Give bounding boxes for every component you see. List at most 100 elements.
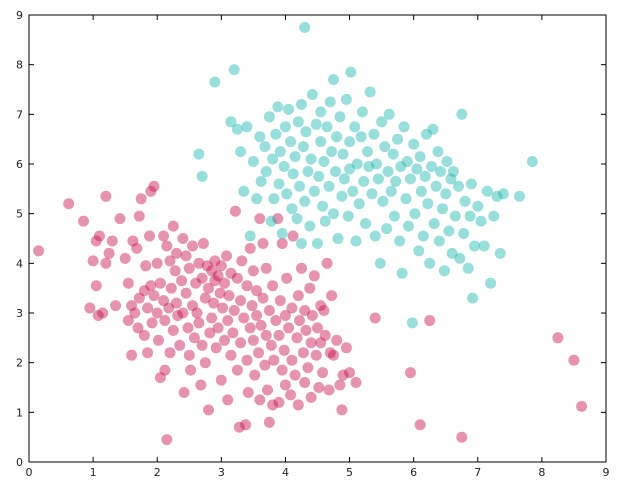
data-point-series-1: [247, 334, 259, 346]
data-point-series-1: [187, 300, 198, 312]
data-point-series-1: [199, 357, 211, 369]
data-point-series-2: [238, 185, 250, 197]
data-point-series-1: [161, 434, 173, 446]
data-point-series-1: [326, 290, 338, 302]
data-point-series-2: [382, 166, 394, 177]
data-point-series-2: [196, 170, 208, 182]
data-point-series-1: [135, 193, 147, 205]
data-point-series-1: [300, 324, 312, 336]
data-point-series-1: [158, 230, 170, 242]
data-point-series-2: [446, 247, 458, 259]
data-point-series-2: [355, 131, 367, 143]
data-point-series-1: [249, 369, 261, 381]
data-point-series-1: [159, 364, 171, 376]
data-point-series-1: [87, 255, 99, 267]
data-point-series-1: [254, 394, 266, 406]
data-point-series-2: [426, 161, 438, 172]
data-point-series-1: [167, 220, 179, 232]
data-point-series-1: [257, 292, 269, 304]
data-point-series-1: [231, 364, 243, 376]
data-point-series-1: [209, 255, 221, 267]
y-tick-label: 9: [16, 9, 23, 22]
data-point-series-1: [165, 282, 177, 294]
data-point-series-1: [169, 265, 181, 277]
data-point-series-1: [369, 312, 381, 324]
data-point-series-1: [286, 354, 298, 366]
data-point-series-1: [133, 210, 145, 222]
data-point-series-1: [257, 238, 269, 249]
data-point-series-2: [366, 188, 378, 200]
data-point-series-2: [304, 220, 316, 232]
data-point-series-2: [247, 156, 259, 167]
data-point-series-1: [196, 272, 208, 284]
data-point-series-1: [94, 230, 105, 242]
data-point-series-2: [362, 146, 373, 158]
data-point-series-2: [225, 116, 237, 128]
data-point-series-1: [287, 230, 299, 242]
data-point-series-2: [273, 178, 285, 190]
data-point-series-1: [263, 416, 275, 428]
data-point-series-1: [340, 342, 352, 354]
data-point-series-1: [299, 305, 311, 316]
data-point-series-1: [260, 329, 272, 341]
data-point-series-1: [219, 277, 230, 289]
x-tick-label: 9: [603, 466, 610, 479]
data-point-series-1: [276, 238, 288, 249]
data-point-series-2: [259, 141, 271, 153]
data-point-series-1: [151, 307, 163, 319]
data-point-series-1: [208, 297, 220, 309]
data-point-series-1: [312, 322, 323, 334]
data-point-series-1: [219, 334, 230, 346]
data-point-series-1: [138, 329, 150, 341]
data-point-series-2: [345, 66, 357, 78]
data-point-series-2: [283, 103, 295, 115]
data-point-series-1: [308, 270, 320, 282]
data-point-series-2: [458, 228, 470, 239]
data-point-series-1: [315, 300, 327, 312]
data-point-series-1: [206, 265, 218, 277]
data-point-series-1: [215, 260, 227, 272]
data-point-series-2: [313, 170, 325, 182]
data-point-series-1: [222, 394, 234, 406]
data-point-series-2: [255, 175, 267, 187]
data-point-series-1: [209, 275, 221, 287]
data-point-series-1: [241, 354, 253, 366]
data-point-series-2: [472, 200, 484, 212]
data-point-series-2: [281, 188, 293, 200]
data-point-series-1: [568, 354, 580, 366]
data-point-series-2: [315, 106, 327, 118]
data-point-series-2: [334, 111, 346, 123]
data-point-series-1: [63, 198, 75, 210]
data-point-series-2: [323, 180, 335, 192]
data-point-series-1: [90, 280, 102, 292]
data-point-series-2: [193, 148, 205, 160]
data-point-series-2: [317, 200, 329, 212]
data-point-series-2: [396, 267, 408, 279]
data-point-series-1: [177, 307, 189, 319]
y-tick-label: 5: [16, 208, 23, 221]
data-point-series-1: [289, 369, 301, 381]
data-point-series-1: [331, 334, 343, 346]
data-point-series-1: [191, 307, 203, 319]
data-point-series-2: [408, 138, 420, 150]
data-point-series-1: [100, 257, 112, 269]
data-point-series-1: [154, 277, 166, 289]
data-point-series-2: [376, 116, 388, 128]
data-point-series-2: [478, 240, 490, 252]
data-point-series-1: [131, 242, 143, 254]
data-point-series-2: [398, 121, 410, 133]
data-point-series-2: [421, 128, 432, 140]
data-point-series-1: [177, 233, 189, 244]
data-point-series-1: [183, 262, 195, 274]
data-point-series-1: [188, 332, 200, 344]
data-point-series-1: [90, 235, 102, 247]
data-point-series-1: [221, 250, 232, 262]
data-point-series-2: [372, 173, 384, 185]
data-point-series-1: [251, 310, 263, 321]
data-point-series-1: [265, 339, 277, 351]
data-point-series-2: [424, 257, 436, 269]
x-tick-label: 4: [282, 466, 289, 479]
data-point-series-1: [318, 305, 330, 316]
data-point-series-2: [310, 118, 322, 130]
x-tick-label: 6: [410, 466, 417, 479]
